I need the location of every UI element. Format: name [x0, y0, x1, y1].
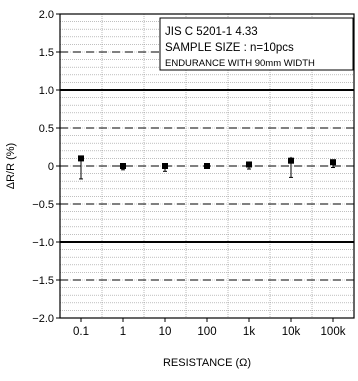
- x-tick-label: 100: [197, 326, 216, 338]
- x-tick-label: 10: [159, 326, 172, 338]
- annotation-line-2: SAMPLE SIZE : n=10pcs: [165, 42, 294, 54]
- y-tick-label: −1.0: [32, 237, 54, 249]
- y-tick-label: 0: [48, 161, 54, 173]
- y-tick-label: −1.5: [32, 275, 54, 287]
- y-tick-label: 1.0: [39, 85, 54, 97]
- y-tick-label: 1.5: [39, 47, 54, 59]
- data-point: [78, 155, 84, 162]
- annotation-line-3: ENDURANCE WITH 90mm WIDTH: [165, 58, 315, 69]
- y-axis-ticks: 2.0 1.5 1.0 0.5 0 −0.5 −1.0 −1.5 −2.0: [32, 9, 60, 325]
- y-tick-label: 2.0: [39, 9, 54, 21]
- y-tick-label: −0.5: [32, 199, 54, 211]
- data-point: [162, 163, 168, 169]
- data-points: [78, 155, 336, 180]
- data-point: [330, 159, 336, 166]
- annotation-box: JIS C 5201-1 4.33 SAMPLE SIZE : n=10pcs …: [159, 17, 354, 71]
- annotation-line-1: JIS C 5201-1 4.33: [165, 26, 258, 38]
- data-point: [246, 161, 252, 168]
- data-point: [120, 163, 126, 169]
- x-axis-ticks: 0.1 1 10 100 1k 10k 100k: [73, 318, 346, 338]
- y-axis-label: ΔR/R (%): [5, 143, 17, 189]
- limit-lines: [60, 89, 354, 243]
- x-tick-label: 1k: [243, 326, 255, 338]
- y-tick-label: −2.0: [32, 313, 54, 325]
- x-axis-label: RESISTANCE (Ω): [163, 357, 251, 369]
- data-point: [288, 157, 294, 164]
- x-tick-label: 10k: [282, 326, 301, 338]
- y-tick-label: 0.5: [39, 123, 54, 135]
- x-tick-label: 100k: [321, 326, 346, 338]
- data-point: [204, 163, 210, 169]
- x-tick-label: 0.1: [73, 326, 89, 338]
- x-tick-label: 1: [120, 326, 126, 338]
